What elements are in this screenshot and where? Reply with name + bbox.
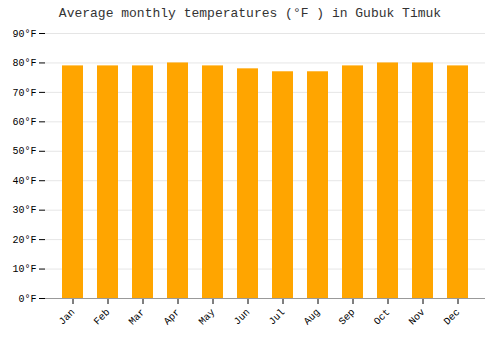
svg-text:Sep: Sep <box>337 307 358 328</box>
svg-text:Jan: Jan <box>57 307 78 328</box>
svg-text:Nov: Nov <box>407 307 428 328</box>
svg-text:10°F: 10°F <box>12 264 36 275</box>
svg-text:40°F: 40°F <box>12 176 36 187</box>
svg-text:60°F: 60°F <box>12 117 36 128</box>
svg-text:80°F: 80°F <box>12 58 36 69</box>
html-text:Average monthly temperatures (: Average monthly temperatures (°F ) in Gu… <box>58 6 442 21</box>
svg-text:Aug: Aug <box>302 307 323 328</box>
svg-text:Feb: Feb <box>92 307 113 328</box>
svg-text:90°F: 90°F <box>12 29 36 40</box>
svg-text:Jul: Jul <box>267 307 288 328</box>
svg-text:20°F: 20°F <box>12 235 36 246</box>
svg-text:0°F: 0°F <box>18 294 36 305</box>
svg-text:Jun: Jun <box>232 307 253 328</box>
svg-text:May: May <box>197 307 218 328</box>
svg-text:Oct: Oct <box>372 307 393 328</box>
svg-text:Mar: Mar <box>127 307 148 328</box>
svg-text:30°F: 30°F <box>12 205 36 216</box>
svg-text:50°F: 50°F <box>12 146 36 157</box>
svg-text:70°F: 70°F <box>12 88 36 99</box>
svg-text:Dec: Dec <box>442 307 463 328</box>
svg-text:Apr: Apr <box>162 307 183 328</box>
